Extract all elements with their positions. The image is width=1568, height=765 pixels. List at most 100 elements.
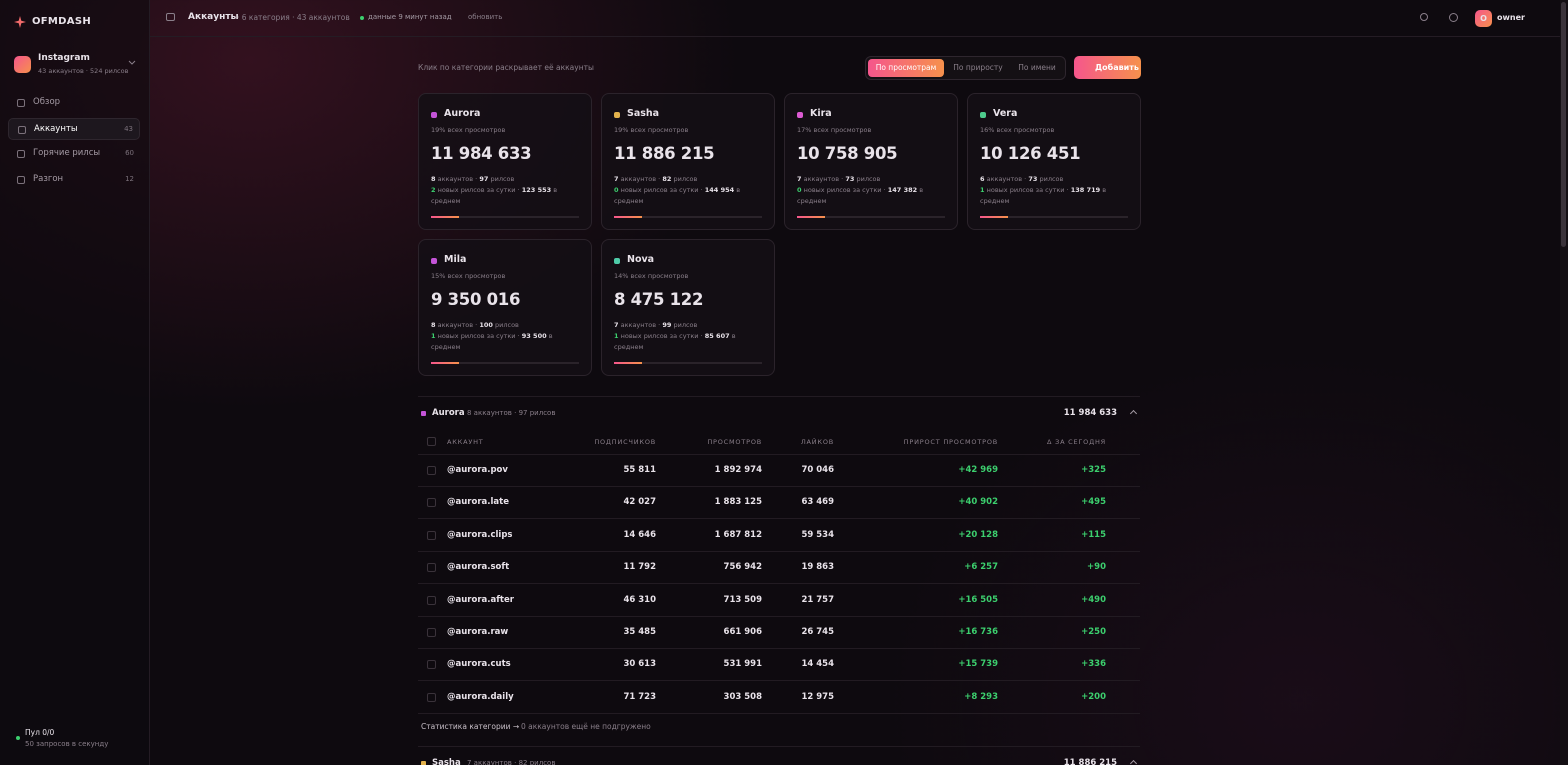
row-checkbox[interactable] (427, 498, 436, 508)
group-total: 11 984 633 (1063, 408, 1117, 418)
account-handle[interactable]: @aurora.raw (447, 627, 509, 637)
divider (418, 680, 1140, 682)
row-checkbox[interactable] (427, 595, 436, 605)
nav-item[interactable]: Горячие рилсы 60 (8, 143, 140, 165)
category-card[interactable]: Vera 16% всех просмотров 10 126 451 6 аккау… (967, 93, 1141, 230)
group-name[interactable]: Sasha (432, 758, 461, 765)
meta-text: 82 (662, 175, 672, 183)
nav-count: 12 (125, 174, 134, 183)
sort-tab[interactable]: По приросту (953, 63, 1003, 72)
meta-text: 0 (614, 186, 619, 194)
sort-tab[interactable]: По просмотрам (868, 59, 944, 77)
cell: +90 (1087, 562, 1106, 573)
meta-label: аккаунтов · (620, 175, 661, 183)
category-card[interactable]: Sasha 19% всех просмотров 11 886 215 7 акка… (601, 93, 775, 230)
group-name[interactable]: Aurora (432, 408, 465, 418)
group-total: 11 886 215 (1063, 758, 1117, 765)
account-handle[interactable]: @aurora.soft (447, 562, 510, 573)
workspace-name: Instagram (38, 53, 90, 63)
cell: 14 454 (801, 659, 834, 670)
theme-toggle[interactable] (1420, 13, 1428, 21)
category-total: 10 126 451 (980, 144, 1081, 163)
refresh[interactable]: обновить (468, 13, 503, 21)
account-handle[interactable]: @aurora.clips (447, 529, 513, 540)
nav-item[interactable]: Обзор (8, 92, 140, 114)
progress (614, 361, 762, 364)
nav-item[interactable]: Разгон 12 (8, 169, 140, 191)
column-header: Δ ЗА СЕГОДНЯ (1046, 438, 1106, 446)
nav-icon (18, 125, 26, 134)
meta-text: в среднем (614, 331, 736, 351)
meta-text: 8 (431, 175, 436, 183)
meta-text: 7 (797, 175, 802, 183)
collapse-icon[interactable] (1129, 759, 1138, 765)
cell: 55 811 (623, 465, 656, 475)
category-card[interactable]: Mila 15% всех просмотров 9 350 016 8 аккаун… (418, 238, 592, 376)
cell: 14 646 (623, 529, 656, 540)
category-dot (431, 112, 437, 118)
account-handle[interactable]: @aurora.cuts (447, 659, 511, 670)
cell: +20 128 (958, 529, 998, 540)
meta-label: аккаунтов · (803, 175, 844, 183)
category-dot (797, 112, 803, 118)
cell: 71 723 (623, 691, 656, 702)
row-checkbox[interactable] (427, 563, 436, 573)
row-checkbox[interactable] (427, 692, 436, 702)
category-card[interactable]: Aurora 19% всех просмотров 11 984 633 8 акк… (418, 93, 592, 230)
category-total: 9 350 016 (431, 289, 521, 309)
meta-text: 1 (614, 331, 619, 340)
category-meta: 8 аккаунтов · 97 рилсов 2 новых рилсов з… (431, 174, 581, 207)
category-total: 10 758 905 (797, 144, 898, 163)
cell: 661 906 (723, 627, 762, 637)
scrollbar[interactable] (1560, 0, 1568, 765)
category-name: Kira (810, 108, 832, 119)
row-checkbox[interactable] (427, 660, 436, 670)
progress (431, 361, 579, 364)
status-dot (360, 16, 364, 20)
meta-text: 1 (431, 331, 436, 340)
sort-tab[interactable]: По имени (1018, 63, 1056, 72)
category-share: 14% всех просмотров (614, 271, 689, 280)
column-header: ПРОСМОТРОВ (707, 438, 762, 446)
account-handle[interactable]: @aurora.daily (447, 691, 514, 702)
account-handle[interactable]: @aurora.after (447, 594, 514, 605)
brand: OFMDASH (32, 16, 91, 27)
account-handle[interactable]: @aurora.pov (447, 465, 508, 475)
load-note: 0 аккаунтов ещё не подгружено (521, 722, 651, 731)
group-dot (421, 411, 426, 416)
nav-label: Обзор (33, 97, 61, 107)
workspace-switcher[interactable]: Instagram 43 аккаунтов · 524 рилсов (8, 50, 140, 80)
row-checkbox[interactable] (427, 466, 436, 475)
sidebar-toggle[interactable] (166, 13, 175, 21)
hint: Клик по категории раскрывает её аккаунты (418, 63, 594, 72)
status-dot (16, 736, 20, 740)
row-checkbox[interactable] (427, 628, 436, 637)
column-header: ЛАЙКОВ (800, 438, 834, 446)
cell: +42 969 (958, 465, 998, 475)
category-card[interactable]: Kira 17% всех просмотров 10 758 905 7 аккау… (784, 93, 958, 230)
cell: +15 739 (958, 659, 998, 670)
nav-count: 43 (124, 124, 133, 133)
cell: 42 027 (623, 497, 656, 508)
cell: +325 (1081, 465, 1106, 475)
scroll-thumb (1561, 2, 1566, 247)
stats-link[interactable]: Статистика категории → (421, 722, 520, 731)
nav-item[interactable]: Аккаунты 43 (8, 117, 140, 140)
category-card[interactable]: Nova 14% всех просмотров 8 475 122 7 аккаун… (601, 238, 775, 376)
checkbox[interactable] (427, 437, 436, 446)
category-share: 15% всех просмотров (431, 271, 506, 280)
sidebar: OFMDASH Instagram 43 аккаунтов · 524 рил… (0, 0, 150, 765)
cell: 1 892 974 (714, 465, 762, 475)
row-checkbox[interactable] (427, 530, 436, 540)
meta-text: рилсов (1039, 175, 1064, 183)
collapse-icon[interactable] (1129, 409, 1138, 418)
meta-text: 144 954 (704, 186, 735, 194)
add-button[interactable]: Добавить (1074, 56, 1141, 79)
language[interactable] (1449, 13, 1458, 22)
meta-text: 73 (845, 175, 855, 183)
user-name[interactable]: owner (1497, 13, 1525, 22)
category-share: 17% всех просмотров (797, 126, 872, 134)
account-handle[interactable]: @aurora.late (447, 497, 509, 508)
avatar[interactable]: O (1475, 10, 1492, 27)
